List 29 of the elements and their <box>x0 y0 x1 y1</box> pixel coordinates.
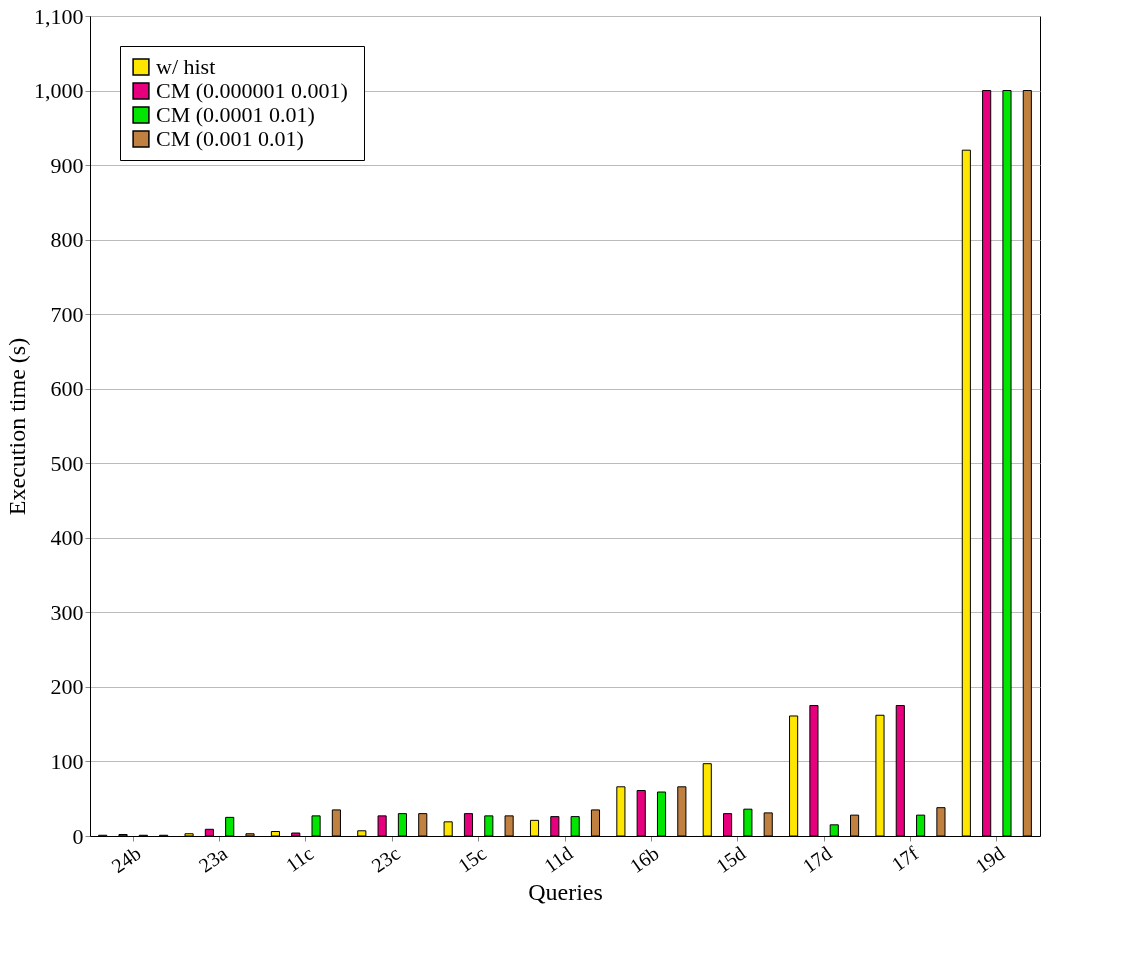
x-tick-label: 15d <box>712 841 750 878</box>
y-tick-label: 200 <box>50 674 84 700</box>
x-tick-label: 23a <box>194 841 232 877</box>
x-tick-label: 17f <box>887 841 923 876</box>
legend-label: w/ hist <box>156 54 216 79</box>
y-tick-label: 600 <box>50 376 84 402</box>
legend-label: CM (0.000001 0.001) <box>156 78 348 103</box>
x-tick-label: 11c <box>281 841 318 877</box>
y-tick-label: 0 <box>72 823 84 849</box>
legend-label: CM (0.0001 0.01) <box>156 102 315 127</box>
y-tick-label: 800 <box>50 227 84 253</box>
y-tick-label: 700 <box>50 301 84 327</box>
x-tick-label: 23c <box>367 841 404 877</box>
y-tick-label: 1,000 <box>34 78 84 104</box>
y-tick-label: 500 <box>50 450 84 476</box>
x-tick-label: 15c <box>453 841 491 877</box>
x-tick-label: 16b <box>625 841 663 878</box>
legend-label: CM (0.001 0.01) <box>156 126 304 151</box>
x-axis-title: Queries <box>528 879 603 906</box>
x-tick-label: 17d <box>798 841 836 878</box>
y-tick-label: 900 <box>50 152 84 178</box>
y-tick-label: 1,100 <box>34 3 84 29</box>
x-tick-label: 24b <box>107 841 145 878</box>
y-axis-title: Execution time (s) <box>4 337 30 516</box>
y-tick-label: 100 <box>50 748 84 774</box>
x-tick-label: 11d <box>539 841 577 877</box>
y-tick-label: 300 <box>50 599 84 625</box>
y-tick-label: 400 <box>50 525 84 551</box>
x-tick-label: 19d <box>971 841 1009 878</box>
